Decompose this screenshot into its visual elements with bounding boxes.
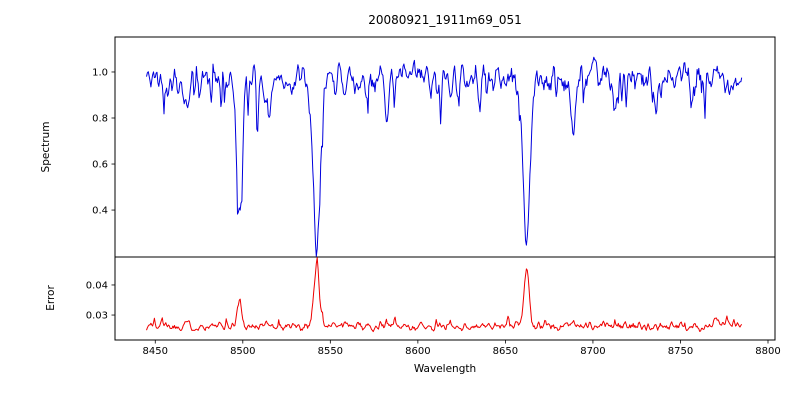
x-tick-label: 8550	[318, 346, 343, 357]
y-tick-label: 0.6	[92, 160, 108, 171]
x-tick-label: 8450	[143, 346, 168, 357]
chart-title: 20080921_1911m69_051	[368, 13, 522, 27]
error-line	[146, 257, 743, 333]
x-tick-label: 8650	[493, 346, 518, 357]
y-tick-label: 1.0	[92, 67, 108, 78]
x-tick-label: 8750	[668, 346, 693, 357]
y-tick-label: 0.03	[86, 311, 108, 322]
y-tick-label: 0.04	[86, 280, 108, 291]
x-tick-label: 8700	[580, 346, 605, 357]
x-tick-label: 8600	[405, 346, 430, 357]
error-panel-frame	[114, 256, 776, 341]
y-tick-label: 0.4	[92, 206, 108, 217]
y-tick-label: 0.8	[92, 114, 108, 125]
spectrum-line	[146, 56, 743, 257]
x-axis-label: Wavelength	[413, 363, 477, 375]
x-tick-label: 8800	[755, 346, 780, 357]
x-tick-label: 8500	[230, 346, 255, 357]
